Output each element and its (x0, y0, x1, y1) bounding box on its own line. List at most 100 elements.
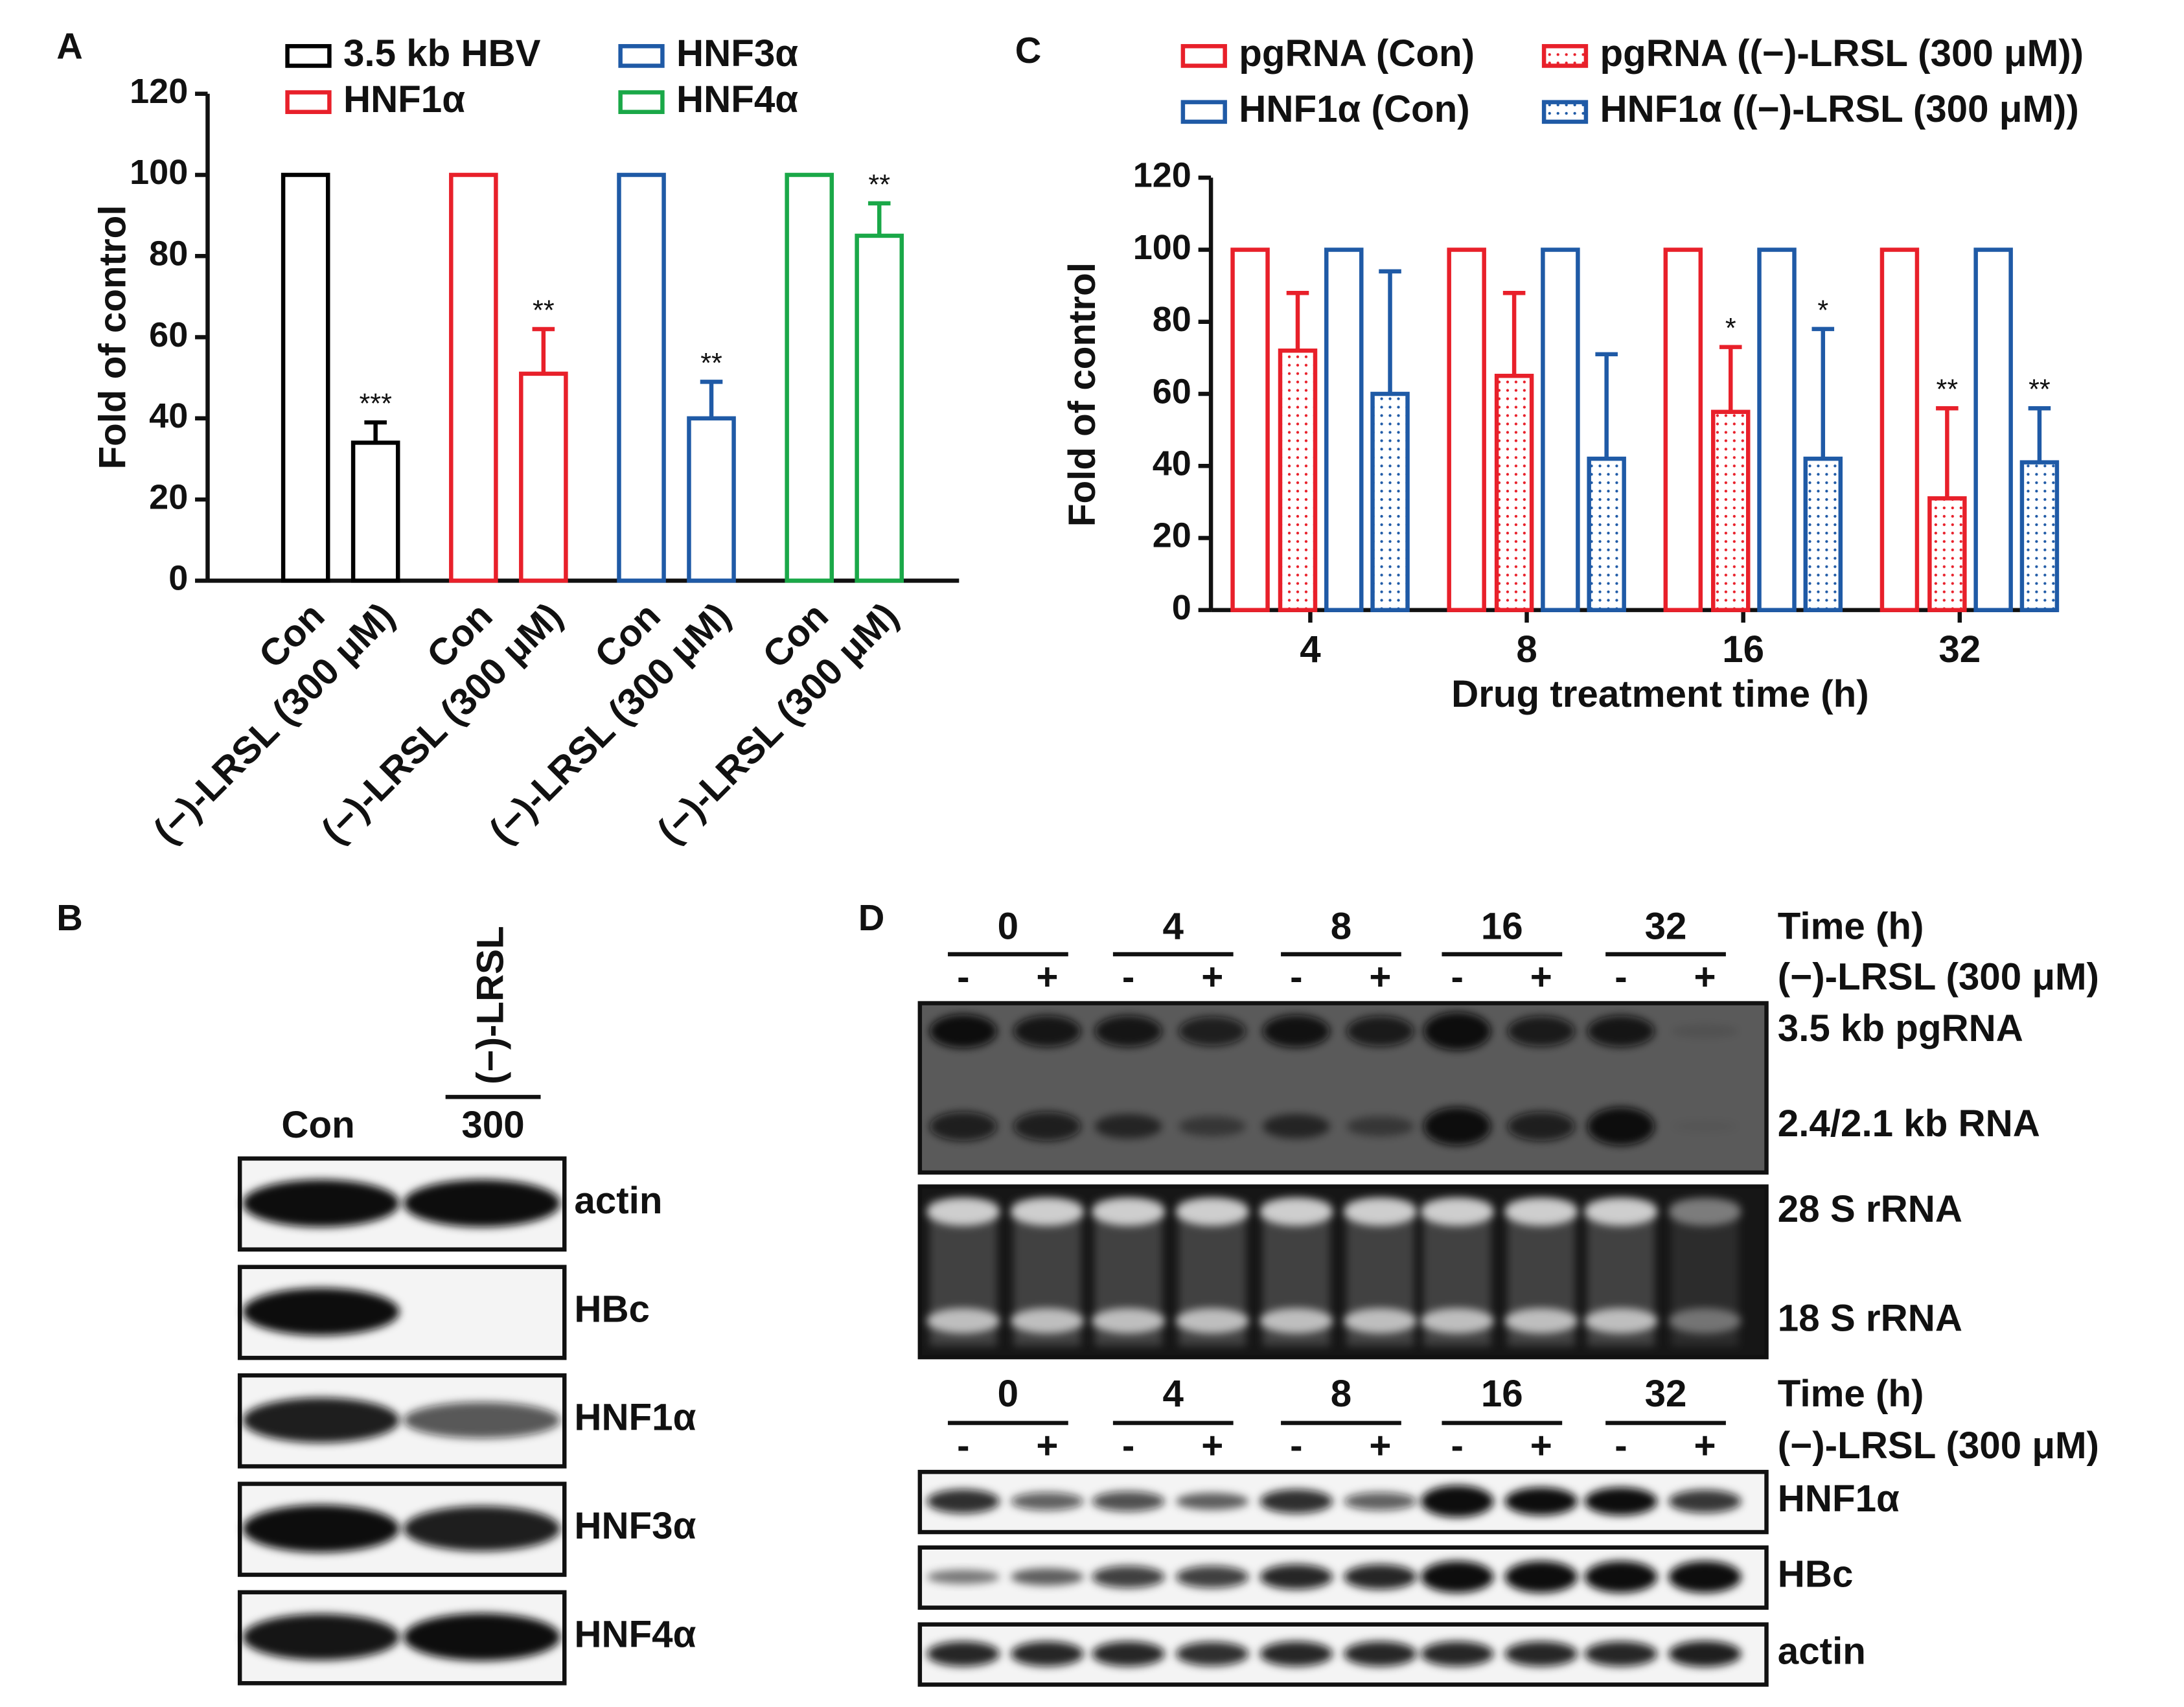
legend-swatch (1541, 100, 1589, 124)
blot-band (1092, 1641, 1165, 1667)
significance: ** (2029, 374, 2051, 406)
row-label: 28 S rRNA (1778, 1188, 1962, 1230)
row-label: HBc (574, 1288, 650, 1330)
blot-band (1259, 1564, 1333, 1590)
treatment-title: (−)-LRSL (300 μM) (1778, 956, 2099, 998)
gel-band (1584, 1308, 1658, 1334)
blot-band (1584, 1561, 1658, 1593)
blot-band (1507, 1112, 1575, 1141)
y-axis-label: Fold of control (1061, 262, 1103, 527)
sign-label: - (1451, 956, 1464, 998)
bar (1447, 247, 1486, 612)
blot-band (1504, 1561, 1578, 1593)
blot-band (1671, 1120, 1739, 1133)
bar (1803, 456, 1843, 612)
error-bar (364, 420, 387, 443)
legend-label: HNF1α (Con) (1239, 88, 1469, 130)
blot-band (1346, 1016, 1414, 1047)
bar (785, 172, 834, 583)
significance: * (1817, 295, 1828, 326)
x-axis-label: Drug treatment time (h) (1451, 673, 1869, 715)
bar (1541, 247, 1580, 612)
legend-label: HNF1α ((−)-LRSL (300 μM)) (1600, 88, 2079, 130)
sign-label: + (1369, 956, 1391, 998)
time-label: 8 (1331, 906, 1351, 948)
bar (351, 441, 400, 583)
blot-band (242, 1397, 400, 1443)
gel-band (926, 1197, 1000, 1226)
blot-band (1011, 1492, 1084, 1511)
gel-band (1176, 1308, 1249, 1334)
bar (1663, 247, 1703, 612)
blot-band (1346, 1116, 1414, 1137)
sign-label: + (1201, 956, 1223, 998)
bar (1757, 247, 1797, 612)
blot-band (1176, 1642, 1249, 1666)
bar (1230, 247, 1270, 612)
blot-band (242, 1288, 400, 1336)
blot-band (1344, 1564, 1417, 1590)
blot-band (242, 1504, 400, 1553)
x-tick-label: 8 (1516, 628, 1537, 670)
blot-band (929, 1014, 997, 1048)
blot-band (1259, 1641, 1333, 1667)
time-label: 8 (1331, 1373, 1351, 1415)
row-label: HNF3α (574, 1505, 696, 1547)
bar (1711, 409, 1751, 612)
blot-band (1259, 1489, 1333, 1514)
blot-band (926, 1641, 1000, 1667)
row-label: 2.4/2.1 kb RNA (1778, 1103, 2040, 1145)
gel-band (926, 1308, 1000, 1334)
legend-label: HNF4α (676, 78, 798, 120)
treatment-title: (−)-LRSL (300 μM) (1778, 1425, 2099, 1467)
blot-band (1423, 1012, 1491, 1051)
bar (1278, 349, 1318, 612)
sign-label: + (1694, 956, 1716, 998)
blot-band (1504, 1641, 1578, 1667)
row-label: HNF1α (1778, 1478, 1900, 1520)
blot-band (1013, 1112, 1081, 1141)
blot-band (403, 1179, 560, 1228)
y-tick-label: 80 (1153, 300, 1191, 339)
error-bar (1595, 352, 1618, 459)
blot-band (1011, 1568, 1084, 1586)
blot-band (1587, 1107, 1655, 1146)
blot-band (1094, 1114, 1162, 1139)
lane-label: Con (281, 1104, 354, 1146)
blot-band (1668, 1489, 1741, 1513)
legend-swatch (1541, 44, 1589, 68)
blot-band (1178, 1116, 1247, 1137)
sign-label: + (1694, 1425, 1716, 1467)
sign-label: + (1530, 1425, 1552, 1467)
time-label: 0 (998, 1373, 1018, 1415)
time-label: 16 (1481, 906, 1523, 948)
y-tick-label: 60 (149, 315, 188, 354)
blot-band (1507, 1016, 1575, 1047)
sign-label: - (1122, 956, 1134, 998)
bar (1587, 456, 1626, 612)
blot-band (1176, 1566, 1249, 1588)
gel-band (1092, 1197, 1165, 1226)
y-tick-label: 0 (1172, 588, 1191, 627)
sign-label: - (1290, 1425, 1302, 1467)
legend-label: pgRNA (Con) (1239, 32, 1475, 74)
gel-band (1504, 1197, 1578, 1226)
blot-band (1094, 1015, 1162, 1047)
lane-label: 300 (461, 1104, 524, 1146)
bar (2019, 460, 2060, 612)
bar (1370, 391, 1410, 612)
blot-band (1587, 1015, 1655, 1047)
significance: ** (533, 295, 555, 326)
sign-label: + (1530, 956, 1552, 998)
y-tick-label: 40 (149, 396, 188, 435)
time-label: 0 (998, 906, 1018, 948)
gel-band (1092, 1308, 1165, 1334)
blot-band (1668, 1561, 1741, 1593)
gel-band (1259, 1197, 1333, 1226)
sign-label: - (1615, 956, 1627, 998)
row-label: HBc (1778, 1553, 1854, 1596)
bar (449, 172, 498, 583)
blot-band (926, 1570, 1000, 1585)
bar (1927, 496, 1967, 612)
blot-band (1584, 1487, 1658, 1516)
